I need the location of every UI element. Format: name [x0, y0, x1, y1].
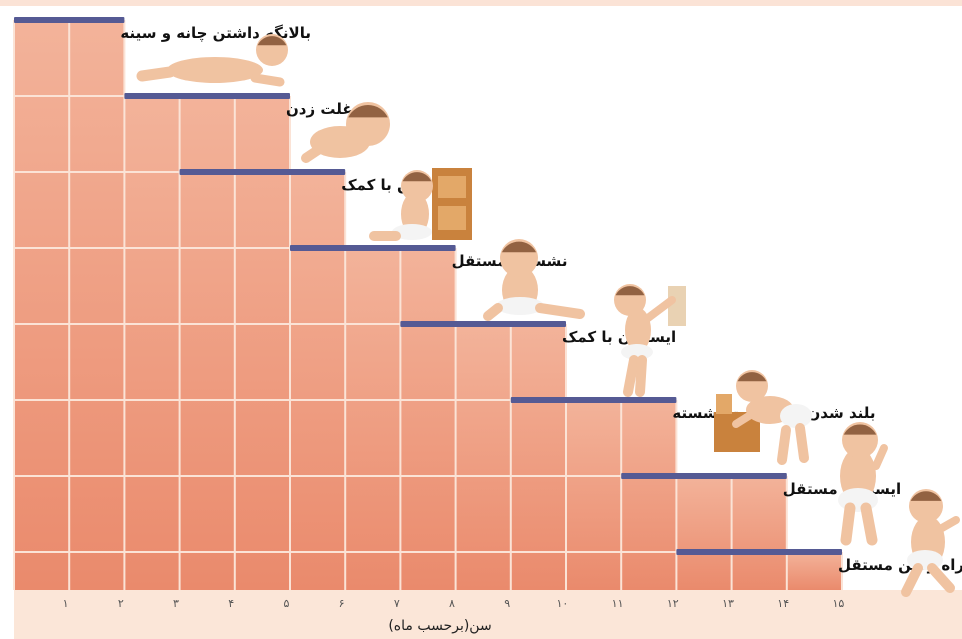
staircase-area [14, 20, 842, 590]
x-tick-label: ۵ [283, 597, 289, 610]
baby-limb [535, 303, 585, 319]
baby-limb [795, 423, 809, 463]
chart-column [676, 476, 732, 590]
range-bar [510, 397, 677, 403]
range-bar [179, 169, 346, 175]
chart-column [290, 172, 346, 590]
box-lid [716, 394, 732, 414]
shelf-slot [438, 206, 466, 230]
baby-hair [615, 286, 645, 296]
x-tick-label: ۲ [118, 597, 124, 610]
baby-walking-icon [901, 489, 960, 597]
baby-limb [250, 73, 285, 87]
baby-limb [136, 66, 176, 82]
baby-limb [777, 425, 791, 465]
x-tick-label: ۱۱ [612, 597, 624, 610]
baby-hair [737, 372, 767, 382]
x-tick-label: ۱۳ [722, 597, 734, 610]
chart-column [234, 96, 290, 590]
diaper [838, 488, 878, 512]
milestone-label: غلت زدن [286, 100, 353, 118]
range-bar [676, 549, 842, 555]
baby-limb [732, 410, 756, 428]
milestone-label: راه رفتن مستقل [838, 556, 962, 574]
baby-hair [402, 172, 432, 182]
baby-limb [927, 563, 955, 593]
chart-column [400, 248, 456, 590]
top-border [0, 0, 962, 6]
baby-hair [910, 491, 942, 501]
x-tick-label: ۳ [173, 597, 179, 610]
baby-pulling-up-icon [714, 370, 812, 465]
range-bar [14, 17, 125, 23]
x-tick-label: ۱۵ [832, 597, 844, 610]
shelf-slot [438, 176, 466, 198]
baby-illustrations [136, 34, 960, 597]
chart-column [345, 248, 401, 590]
baby-limb [635, 355, 647, 397]
baby-limb [840, 502, 856, 546]
x-tick-label: ۱۰ [556, 597, 568, 610]
baby-limb [644, 296, 676, 322]
milestone-label: ایستادن با کمک [562, 328, 676, 346]
baby-limb [901, 563, 923, 597]
chart-column [179, 96, 235, 590]
baby-limb [938, 516, 960, 532]
baby-hair [348, 104, 388, 118]
baby-sitting-supported-icon [369, 168, 472, 241]
diaper [496, 297, 544, 315]
range-bar [400, 321, 566, 327]
chart-column [566, 400, 622, 590]
baby-hair [257, 36, 287, 46]
chart-column [621, 400, 677, 590]
chart-column [69, 20, 125, 590]
baby-limb [301, 145, 323, 163]
chart-column [510, 324, 566, 590]
baby-rolling-icon [301, 102, 390, 163]
baby-standing-icon [838, 422, 888, 546]
range-bar [290, 245, 456, 251]
x-axis-band [14, 590, 962, 639]
baby-hair [501, 241, 537, 253]
chart-column [455, 324, 511, 590]
diaper [392, 224, 432, 240]
x-tick-label: ۴ [228, 597, 234, 610]
x-tick-label: ۱ [63, 597, 69, 610]
chart-column [124, 96, 180, 590]
x-tick-label: ۹ [504, 597, 510, 610]
chart-column [786, 552, 842, 590]
x-axis-ticks: ۱ ۲ ۳ ۴ ۵ ۶ ۷ ۸ ۹ ۱۰ ۱۱ ۱۲ ۱۳ ۱۴ ۱۵ [63, 597, 845, 610]
baby-hair [843, 424, 877, 435]
diaper [780, 404, 812, 428]
x-tick-label: ۷ [394, 597, 400, 610]
range-bar [621, 473, 787, 479]
x-axis-title: سن(برحسب ماه) [388, 618, 491, 634]
chart-column [14, 20, 70, 590]
chart-column [731, 476, 787, 590]
baby-limb [623, 355, 639, 397]
support-board [668, 286, 686, 326]
baby-limb [483, 303, 503, 321]
baby-limb [872, 444, 888, 470]
baby-lying-icon [136, 34, 288, 87]
range-bar [124, 93, 291, 99]
baby-sitting-icon [483, 239, 585, 321]
x-tick-label: ۱۴ [777, 597, 789, 610]
baby-limb [860, 502, 878, 546]
x-tick-label: ۶ [339, 597, 345, 610]
baby-standing-supported-icon [614, 284, 686, 397]
x-tick-label: ۸ [449, 597, 455, 610]
x-tick-label: ۱۲ [667, 597, 679, 610]
baby-body [167, 57, 263, 83]
